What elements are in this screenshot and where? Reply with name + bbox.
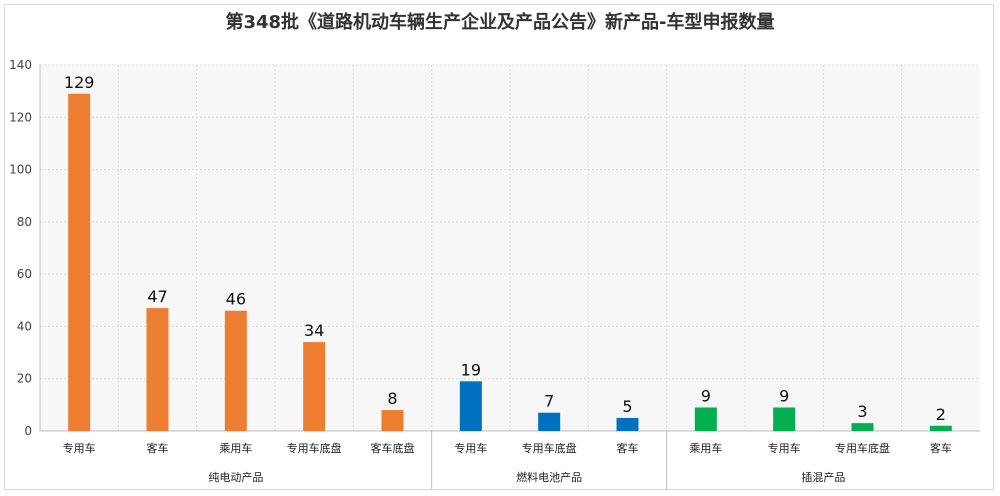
data-label: 47 (147, 287, 167, 306)
data-label: 129 (64, 73, 95, 92)
bar (929, 425, 952, 431)
bar (851, 423, 874, 431)
data-label: 8 (387, 389, 397, 408)
y-tick-label: 140 (9, 58, 32, 72)
bar (381, 410, 404, 431)
plot-area (40, 65, 980, 431)
x-group-label: 燃料电池产品 (516, 470, 582, 484)
x-category-label: 专用车 (63, 441, 96, 455)
bar (773, 407, 796, 431)
data-label: 19 (461, 360, 481, 379)
data-label: 5 (622, 397, 632, 416)
x-group-label: 纯电动产品 (208, 470, 263, 484)
x-category-label: 乘用车 (219, 441, 252, 455)
bar (68, 93, 91, 431)
bar (694, 407, 717, 431)
x-category-label: 专用车 (768, 441, 801, 455)
x-category-label: 专用车 (454, 441, 487, 455)
chart-title: 第348批《道路机动车辆生产企业及产品公告》新产品-车型申报数量 (225, 12, 775, 33)
data-label: 7 (544, 392, 554, 411)
x-category-label: 客车 (147, 441, 169, 455)
x-group-label: 插混产品 (801, 470, 845, 484)
bar (538, 412, 561, 431)
y-tick-label: 20 (17, 372, 32, 386)
y-tick-label: 80 (17, 215, 32, 229)
y-tick-label: 120 (9, 110, 32, 124)
data-label: 34 (304, 321, 324, 340)
bar (224, 310, 247, 431)
x-category-label: 专用车底盘 (522, 441, 577, 455)
data-label: 9 (779, 386, 789, 405)
x-category-label: 客车 (617, 441, 639, 455)
data-label: 3 (857, 402, 867, 421)
x-category-label: 专用车底盘 (287, 441, 342, 455)
x-category-label: 乘用车 (689, 441, 722, 455)
data-label: 46 (226, 290, 246, 309)
bar (459, 381, 482, 431)
x-category-label: 专用车底盘 (835, 441, 890, 455)
y-tick-label: 60 (17, 267, 32, 281)
x-category-label: 客车 (930, 441, 952, 455)
data-label: 9 (701, 386, 711, 405)
y-tick-label: 0 (24, 424, 32, 438)
chart-frame (4, 4, 994, 490)
bar (146, 308, 169, 431)
x-category-label: 客车底盘 (371, 441, 415, 455)
bar (303, 342, 326, 431)
data-label: 2 (936, 405, 946, 424)
bar (616, 417, 639, 431)
y-tick-label: 40 (17, 319, 32, 333)
y-tick-label: 100 (9, 163, 32, 177)
